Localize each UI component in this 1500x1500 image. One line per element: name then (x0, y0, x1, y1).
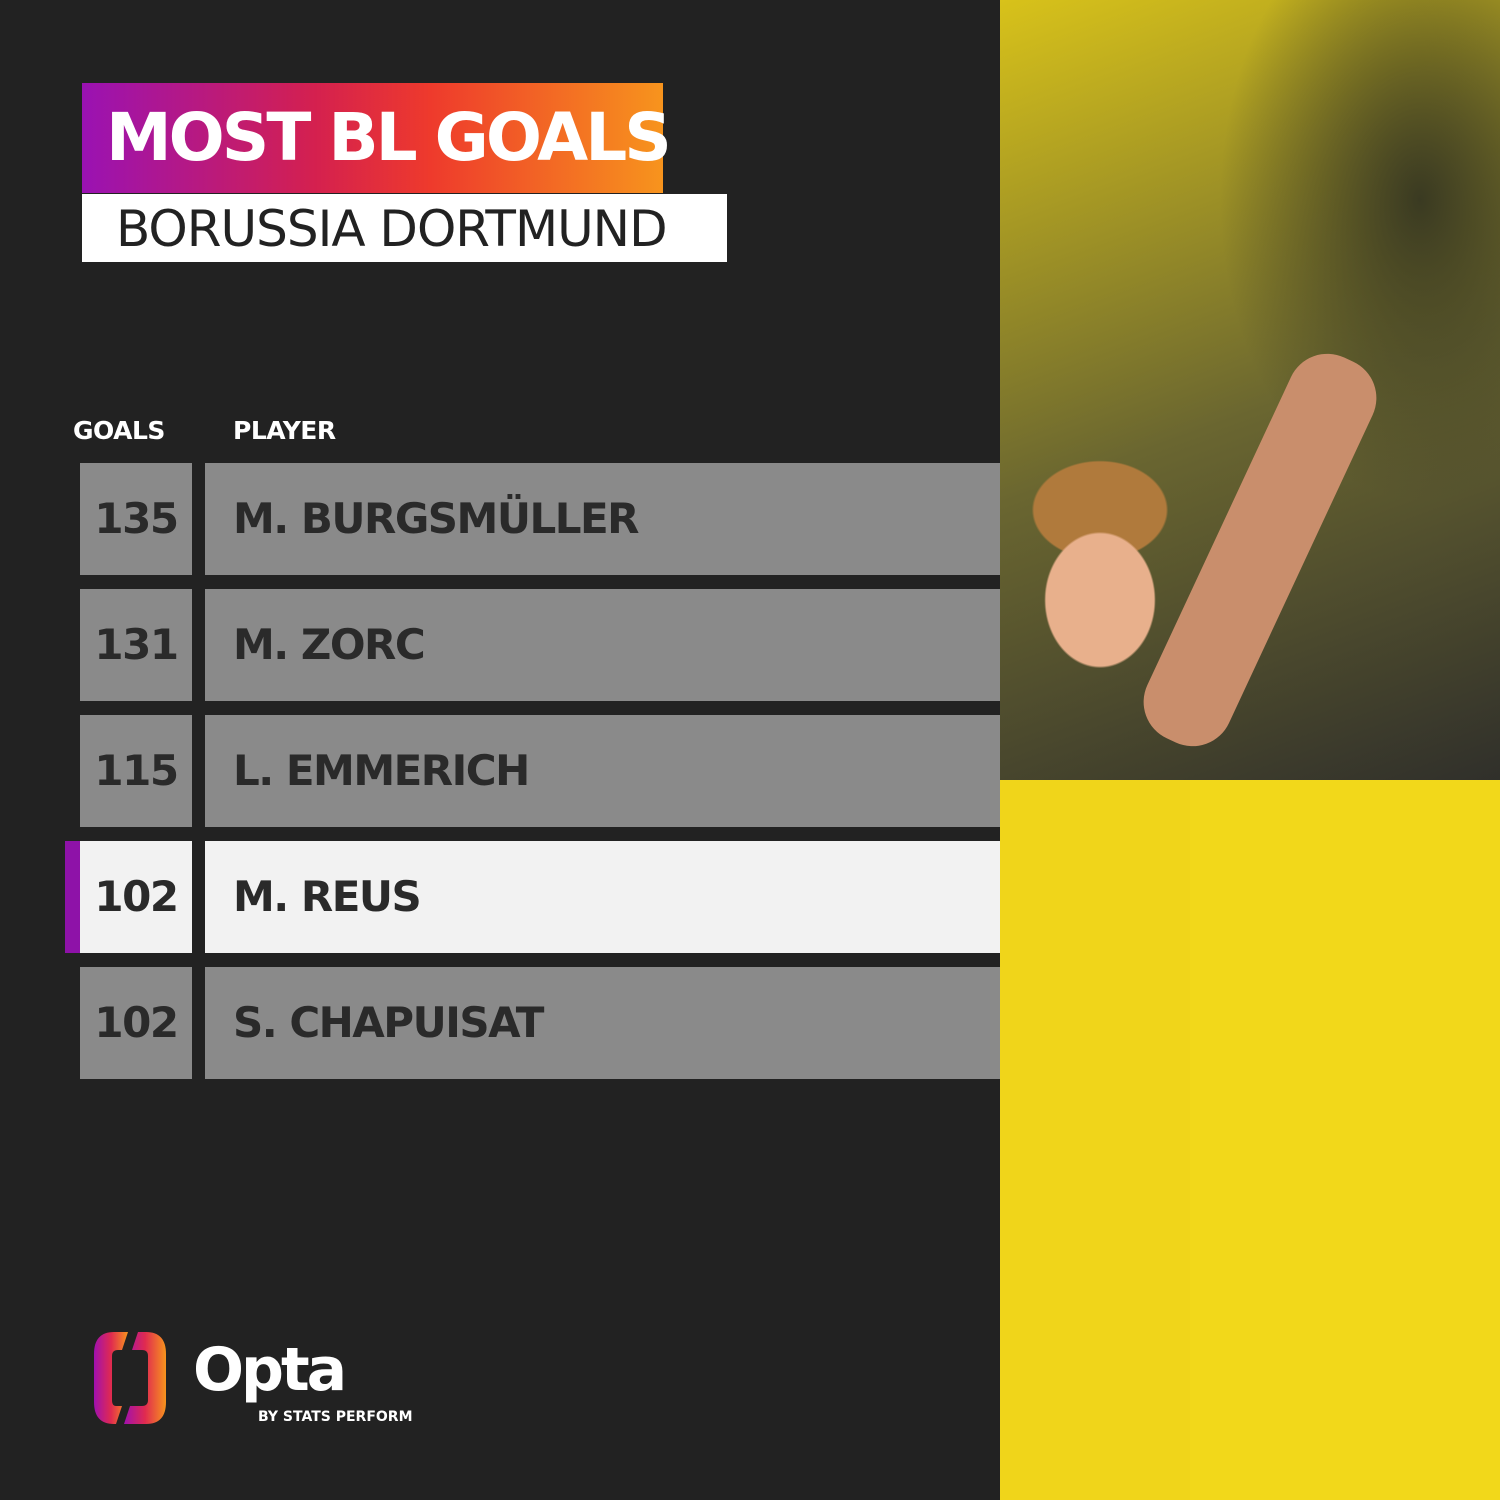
table-row-highlighted: 102 M. REUS (65, 841, 1000, 953)
arm-shape (1130, 340, 1390, 760)
highlight-bar (65, 841, 80, 953)
opta-logo-icon (94, 1332, 166, 1424)
goals-cell: 115 (80, 715, 192, 827)
goals-cell: 102 (80, 841, 192, 953)
player-header: PLAYER (233, 416, 336, 445)
player-photo (1000, 0, 1500, 1500)
jersey-shape (1000, 780, 1190, 1500)
table-row: 135 M. BURGSMÜLLER (80, 463, 1000, 575)
table-row: 102 S. CHAPUISAT (80, 967, 1000, 1079)
goals-header: GOALS (73, 416, 165, 445)
table-row: 115 L. EMMERICH (80, 715, 1000, 827)
team-name: BORUSSIA DORTMUND (116, 200, 668, 258)
player-cell: L. EMMERICH (205, 715, 1000, 827)
goals-cell: 102 (80, 967, 192, 1079)
subtitle-banner: BORUSSIA DORTMUND (82, 194, 727, 262)
player-cell: M. BURGSMÜLLER (205, 463, 1000, 575)
title-banner: MOST BL GOALS (82, 83, 672, 193)
goals-cell: 135 (80, 463, 192, 575)
brand-name: Opta (193, 1335, 347, 1405)
brand-tagline: BY STATS PERFORM (258, 1409, 413, 1425)
goals-cell: 131 (80, 589, 192, 701)
player-cell: M. REUS (205, 841, 1000, 953)
table-row: 131 M. ZORC (80, 589, 1000, 701)
player-cell: S. CHAPUISAT (205, 967, 1000, 1079)
player-cell: M. ZORC (205, 589, 1000, 701)
page-title: MOST BL GOALS (106, 99, 672, 176)
